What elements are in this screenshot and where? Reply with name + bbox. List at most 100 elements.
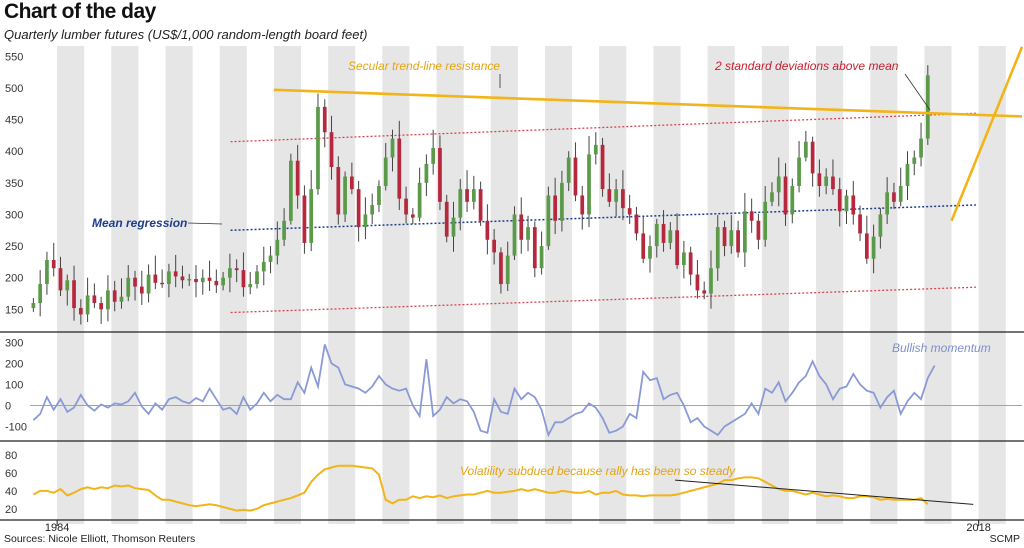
candle-up xyxy=(878,208,883,249)
candle-body xyxy=(824,176,829,186)
annotation-mean-regression: Mean regression xyxy=(92,216,187,230)
candle-body xyxy=(675,230,679,266)
candle-down xyxy=(858,205,862,242)
candle-up xyxy=(282,208,286,247)
candle-up xyxy=(255,265,259,289)
candle-down xyxy=(438,135,442,211)
candle-body xyxy=(282,220,286,240)
candle-up xyxy=(770,182,774,207)
candle-body xyxy=(45,260,49,285)
candle-up xyxy=(268,246,273,274)
candle-body xyxy=(370,204,375,215)
candle-body xyxy=(241,270,246,288)
x-tick-label: 1984 xyxy=(45,522,69,534)
candle-body xyxy=(919,138,923,158)
candle-body xyxy=(648,246,652,259)
candle-body xyxy=(634,214,639,234)
candle-body xyxy=(349,176,354,190)
price-panel: 150 200 250 300 350 400 450 500 550 Secular trend… xyxy=(0,46,1024,333)
year-band xyxy=(165,46,193,524)
candle-down xyxy=(600,137,605,197)
year-band xyxy=(328,46,356,524)
year-band xyxy=(870,46,898,524)
candle-body xyxy=(743,211,747,253)
candle-up xyxy=(431,129,436,175)
candle-body xyxy=(180,276,185,281)
candle-body xyxy=(275,239,280,256)
candle-body xyxy=(336,167,341,215)
candle-up xyxy=(803,130,808,162)
candle-body xyxy=(844,195,849,212)
candle-down xyxy=(722,220,727,257)
candle-up xyxy=(898,167,903,207)
candle-up xyxy=(593,132,598,165)
candle-down xyxy=(92,283,97,309)
candle-down xyxy=(831,159,835,195)
candle-down xyxy=(99,296,104,324)
candle-down xyxy=(397,120,402,211)
candle-up xyxy=(566,151,571,192)
candle-body xyxy=(871,236,876,259)
candle-down xyxy=(607,173,612,207)
candle-up xyxy=(885,177,890,224)
candle-body xyxy=(85,295,90,315)
candle-body xyxy=(248,284,253,288)
annotation-leader xyxy=(187,222,223,225)
candle-body xyxy=(566,157,571,183)
year-band xyxy=(436,46,464,524)
candle-down xyxy=(837,177,842,227)
candle-body xyxy=(78,308,83,315)
candle-body xyxy=(119,296,124,302)
candle-body xyxy=(621,189,625,209)
candle-body xyxy=(505,255,510,285)
candle-body xyxy=(600,144,605,190)
candle-body xyxy=(763,201,768,240)
candle-body xyxy=(695,274,700,291)
upper-2sd-line xyxy=(230,112,976,143)
candle-body xyxy=(146,274,151,294)
year-band xyxy=(653,46,681,524)
candle-body xyxy=(858,214,862,234)
candle-up xyxy=(776,157,781,207)
candle-up xyxy=(200,269,205,295)
candle-body xyxy=(512,214,517,256)
candle-body xyxy=(817,173,822,186)
candle-down xyxy=(749,198,754,233)
candle-down xyxy=(478,181,483,226)
candle-body xyxy=(749,211,754,221)
candle-down xyxy=(329,115,334,180)
candle-up xyxy=(31,297,36,312)
annotation-volatility: Volatility subdued because rally has bee… xyxy=(460,464,736,478)
candle-up xyxy=(648,235,652,273)
candle-down xyxy=(627,194,632,224)
candle-down xyxy=(51,242,56,277)
candle-up xyxy=(370,193,375,224)
candle-up xyxy=(363,197,368,240)
candle-body xyxy=(790,186,795,215)
candle-down xyxy=(851,180,856,225)
candle-up xyxy=(390,129,395,172)
candle-body xyxy=(770,192,774,202)
candle-body xyxy=(207,277,212,281)
year-band xyxy=(599,46,627,524)
price-tick-label: 200 xyxy=(5,273,23,285)
candle-down xyxy=(78,299,83,325)
candle-body xyxy=(228,268,232,278)
price-tick-label: 550 xyxy=(5,51,23,63)
candle-body xyxy=(587,154,591,215)
candle-up xyxy=(526,215,530,252)
volatility-series-line xyxy=(32,464,929,512)
price-tick-label: 450 xyxy=(5,115,23,127)
candle-body xyxy=(661,223,666,243)
candle-body xyxy=(133,277,137,287)
price-tick-label: 400 xyxy=(5,146,23,158)
credit-label: SCMP xyxy=(989,533,1020,545)
candle-body xyxy=(627,208,632,215)
candle-down xyxy=(485,204,490,255)
candle-up xyxy=(417,167,422,222)
annotation-2sd: 2 standard deviations above mean xyxy=(714,59,899,73)
candle-body xyxy=(92,295,97,304)
price-tick-label: 250 xyxy=(5,241,23,253)
candle-body xyxy=(309,189,314,243)
